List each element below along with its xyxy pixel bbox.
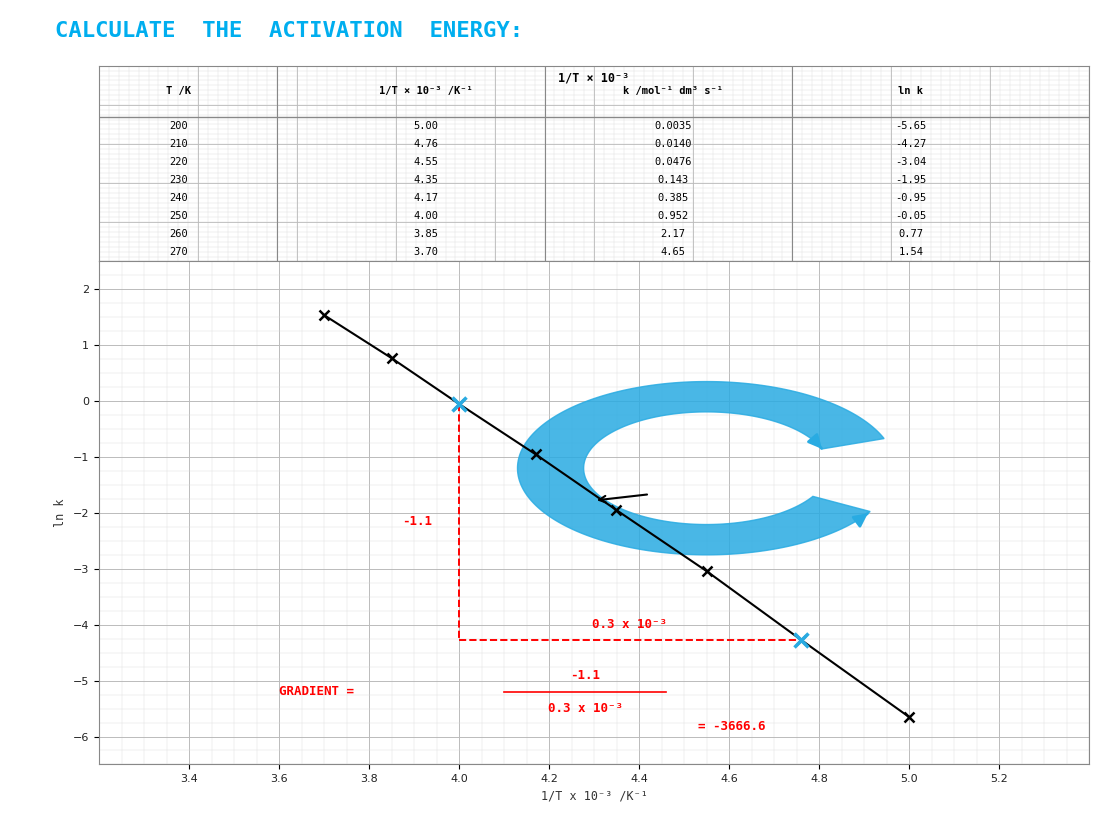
Text: 230: 230 [168, 175, 188, 185]
Text: 210: 210 [168, 139, 188, 149]
Text: 4.17: 4.17 [414, 193, 438, 203]
Text: 0.77: 0.77 [899, 229, 923, 239]
Text: -1.1: -1.1 [402, 515, 432, 529]
Text: -3.04: -3.04 [895, 157, 926, 167]
Text: -1.1: -1.1 [570, 669, 600, 681]
Text: T /K: T /K [166, 86, 190, 96]
Text: CALCULATE  THE  ACTIVATION  ENERGY:: CALCULATE THE ACTIVATION ENERGY: [55, 21, 524, 40]
Text: k /mol⁻¹ dm³ s⁻¹: k /mol⁻¹ dm³ s⁻¹ [624, 86, 723, 96]
Text: GRADIENT =: GRADIENT = [279, 686, 362, 699]
Text: -0.05: -0.05 [895, 211, 926, 221]
Text: 3.70: 3.70 [414, 247, 438, 257]
Text: 4.35: 4.35 [414, 175, 438, 185]
Text: ln k: ln k [899, 86, 923, 96]
Text: 3.85: 3.85 [414, 229, 438, 239]
Text: 4.76: 4.76 [414, 139, 438, 149]
Text: 0.0035: 0.0035 [654, 121, 692, 131]
Text: 1/T × 10⁻³ /K⁻¹: 1/T × 10⁻³ /K⁻¹ [378, 86, 473, 96]
Text: 0.0476: 0.0476 [654, 157, 692, 167]
Text: 0.143: 0.143 [658, 175, 689, 185]
Text: 0.3 x 10⁻³: 0.3 x 10⁻³ [548, 702, 623, 715]
Text: 1.54: 1.54 [899, 247, 923, 257]
Text: 250: 250 [168, 211, 188, 221]
Text: 0.0140: 0.0140 [654, 139, 692, 149]
Text: -5.65: -5.65 [895, 121, 926, 131]
Text: 4.55: 4.55 [414, 157, 438, 167]
Text: 4.65: 4.65 [661, 247, 685, 257]
Polygon shape [517, 381, 884, 555]
Text: 270: 270 [168, 247, 188, 257]
Text: 220: 220 [168, 157, 188, 167]
Text: = -3666.6: = -3666.6 [697, 720, 764, 732]
Text: 5.00: 5.00 [414, 121, 438, 131]
Text: 0.385: 0.385 [658, 193, 689, 203]
Text: -1.95: -1.95 [895, 175, 926, 185]
Text: 200: 200 [168, 121, 188, 131]
Text: -0.95: -0.95 [895, 193, 926, 203]
Text: 260: 260 [168, 229, 188, 239]
Text: 0.952: 0.952 [658, 211, 689, 221]
Text: 1/T × 10⁻³: 1/T × 10⁻³ [559, 72, 629, 85]
Y-axis label: ln k: ln k [54, 499, 67, 527]
Text: 240: 240 [168, 193, 188, 203]
X-axis label: 1/T x 10⁻³ /K⁻¹: 1/T x 10⁻³ /K⁻¹ [540, 790, 648, 803]
Text: -4.27: -4.27 [895, 139, 926, 149]
Text: 4.00: 4.00 [414, 211, 438, 221]
Text: 0.3 x 10⁻³: 0.3 x 10⁻³ [593, 618, 668, 631]
Text: 2.17: 2.17 [661, 229, 685, 239]
